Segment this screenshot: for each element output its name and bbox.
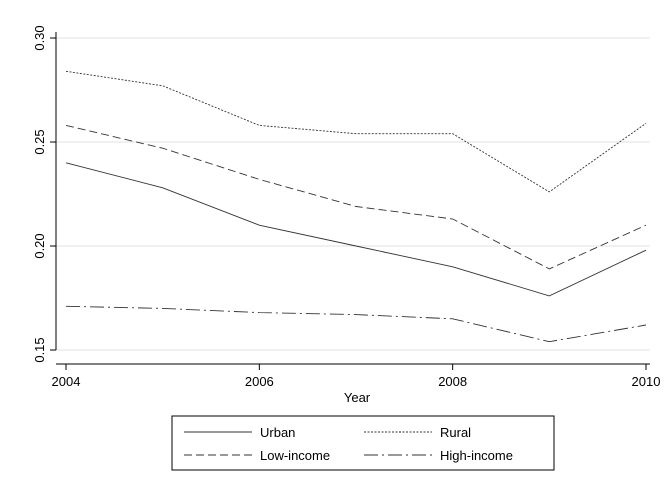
- series-line-rural: [65, 70, 647, 193]
- legend-label-high-income: High-income: [440, 448, 513, 463]
- y-axis-ticks: 0.15 0.20 0.25 0.30: [32, 25, 56, 363]
- legend: Urban Rural Low-income High-income: [171, 415, 555, 471]
- plot-frame: [55, 32, 650, 365]
- x-tick-label: 2008: [438, 374, 467, 389]
- series-line-low-income: [65, 124, 647, 270]
- series-line-urban: [65, 162, 647, 297]
- legend-label-rural: Rural: [440, 425, 471, 440]
- x-tick-label: 2010: [632, 374, 661, 389]
- legend-label-urban: Urban: [260, 425, 295, 440]
- y-tick-label: 0.25: [32, 129, 47, 154]
- x-tick-label: 2004: [52, 374, 81, 389]
- legend-label-low-income: Low-income: [260, 448, 330, 463]
- legend-box: [171, 415, 555, 471]
- x-axis-ticks: 2004 2006 2008 2010: [52, 364, 661, 389]
- y-tick-label: 0.15: [32, 337, 47, 362]
- x-tick-label: 2006: [245, 374, 274, 389]
- y-tick-label: 0.30: [32, 25, 47, 50]
- series-line-high-income: [65, 305, 647, 343]
- x-axis-title: Year: [344, 390, 371, 405]
- y-tick-label: 0.20: [32, 233, 47, 258]
- series-lines: [65, 70, 647, 343]
- gridlines: [56, 37, 650, 351]
